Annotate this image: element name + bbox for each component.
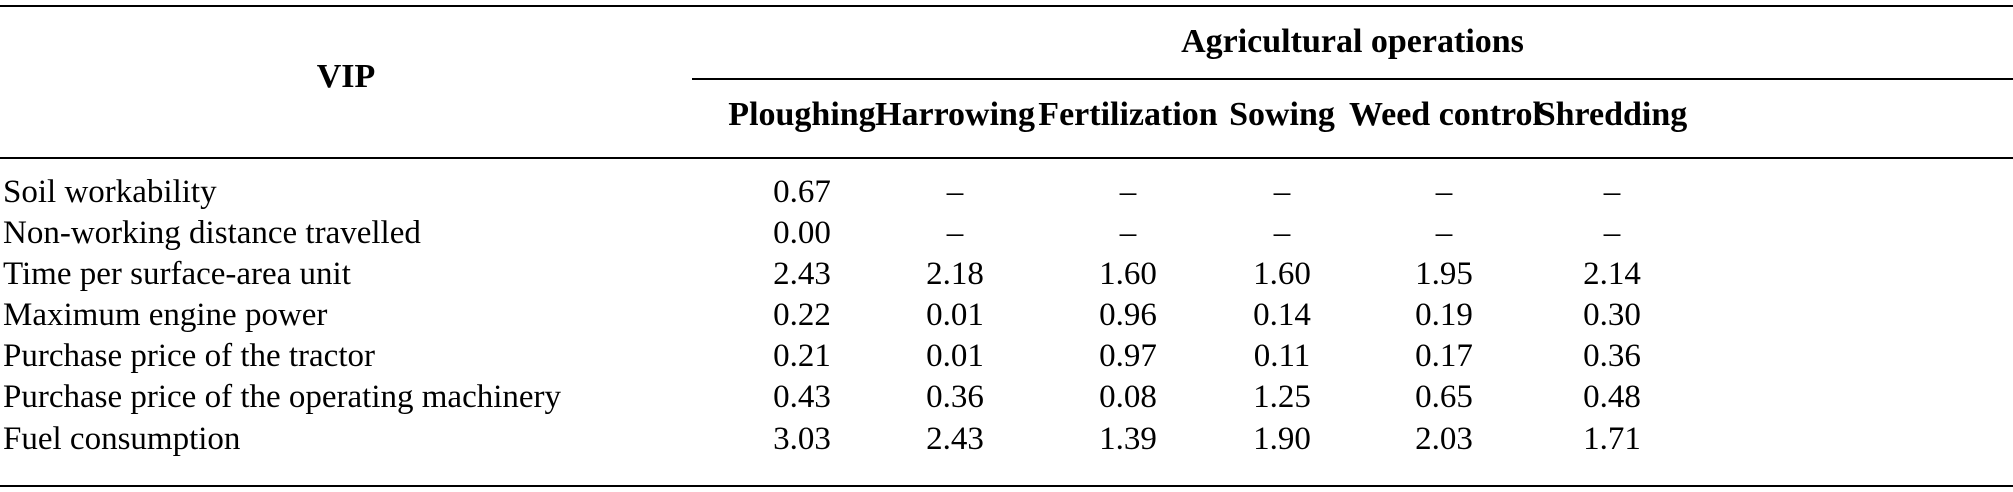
table-cell: 0.17: [1415, 338, 1473, 374]
table-cell: –: [1119, 215, 1137, 251]
column-header: Harrowing: [875, 96, 1035, 133]
table-cell: 0.08: [1099, 379, 1157, 415]
row-label: Purchase price of the tractor: [3, 338, 375, 374]
table-cell: 0.14: [1253, 297, 1311, 333]
table-cell: 0.00: [773, 215, 831, 251]
table-cell: –: [1603, 174, 1621, 210]
table-cell: 0.65: [1415, 379, 1473, 415]
table-cell: 2.14: [1583, 256, 1641, 292]
table-cell: –: [1603, 215, 1621, 251]
table-cell: 2.43: [773, 256, 831, 292]
table-cell: –: [946, 174, 964, 210]
header-rule: [0, 157, 2013, 159]
table-cell: 0.11: [1253, 338, 1311, 374]
table-cell: –: [1435, 174, 1453, 210]
group-header-agricultural-operations: Agricultural operations: [1181, 23, 1524, 60]
table-cell: –: [1273, 174, 1291, 210]
table-cell: 1.71: [1583, 421, 1641, 457]
row-label: Purchase price of the operating machiner…: [3, 379, 562, 415]
row-header-vip: VIP: [316, 58, 376, 95]
table-cell: 1.60: [1099, 256, 1157, 292]
table-cell: 0.22: [773, 297, 831, 333]
column-header: Sowing: [1229, 96, 1335, 133]
column-header: Weed control: [1349, 96, 1542, 133]
table-cell: 1.95: [1415, 256, 1473, 292]
table-cell: 0.36: [1583, 338, 1641, 374]
table-cell: 0.67: [773, 174, 831, 210]
row-label: Time per surface-area unit: [3, 256, 351, 292]
column-header: Shredding: [1536, 96, 1688, 133]
table-cell: 2.43: [926, 421, 984, 457]
bottom-rule: [0, 485, 2013, 487]
table-cell: 0.36: [926, 379, 984, 415]
table-cell: 1.90: [1253, 421, 1311, 457]
row-label: Maximum engine power: [3, 297, 328, 333]
table-cell: 1.39: [1099, 421, 1157, 457]
table-cell: 0.01: [926, 338, 984, 374]
column-header: Fertilization: [1038, 96, 1218, 133]
table-cell: 0.01: [926, 297, 984, 333]
table-cell: 2.03: [1415, 421, 1473, 457]
row-label: Fuel consumption: [3, 421, 241, 457]
table-cell: –: [1119, 174, 1137, 210]
column-header: Ploughing: [728, 96, 876, 133]
table-cell: –: [946, 215, 964, 251]
table-cell: 0.96: [1099, 297, 1157, 333]
row-label: Non-working distance travelled: [3, 215, 421, 251]
table-cell: 3.03: [773, 421, 831, 457]
top-rule: [0, 5, 2013, 7]
table-cell: –: [1435, 215, 1453, 251]
table-cell: 2.18: [926, 256, 984, 292]
table-cell: –: [1273, 215, 1291, 251]
table-cell: 1.25: [1253, 379, 1311, 415]
row-label: Soil workability: [3, 174, 217, 210]
table-cell: 0.43: [773, 379, 831, 415]
table-cell: 1.60: [1253, 256, 1311, 292]
group-underline: [692, 78, 2013, 80]
table-cell: 0.30: [1583, 297, 1641, 333]
table-cell: 0.48: [1583, 379, 1641, 415]
table-cell: 0.21: [773, 338, 831, 374]
table-cell: 0.97: [1099, 338, 1157, 374]
table-cell: 0.19: [1415, 297, 1473, 333]
